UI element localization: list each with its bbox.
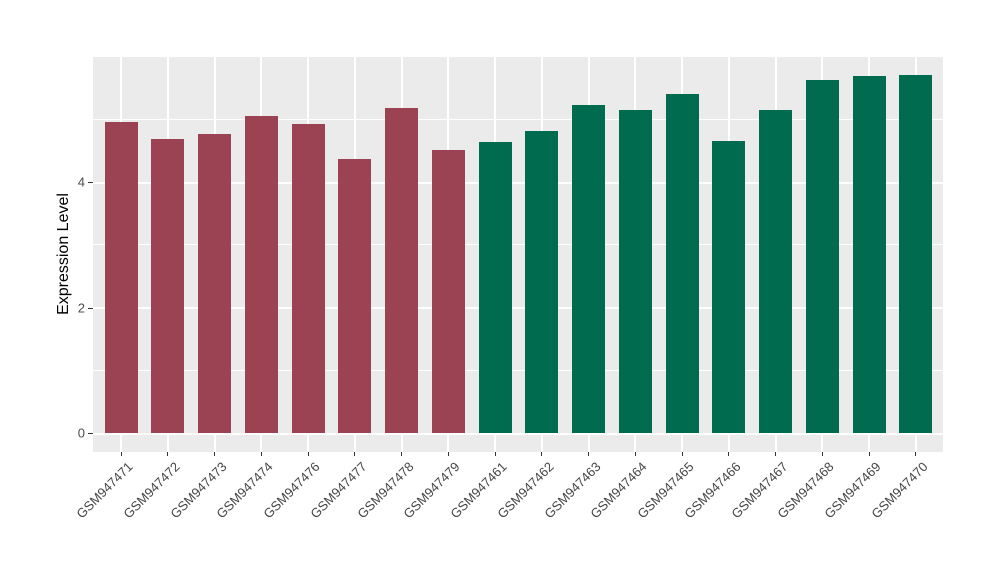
x-tick-mark-GSM947466: [728, 452, 730, 456]
bar-GSM947469: [852, 75, 886, 433]
bar-GSM947472: [151, 138, 185, 433]
y-tick-label-0: 0: [77, 425, 85, 441]
x-tick-mark-GSM947472: [167, 452, 169, 456]
x-tick-mark-GSM947473: [214, 452, 215, 456]
y-tick-mark-0: [88, 433, 93, 434]
gridline-minor-y1: [93, 369, 943, 371]
plot-panel: [93, 57, 943, 452]
bar-GSM947473: [198, 133, 231, 433]
bar-GSM947478: [385, 107, 418, 433]
y-tick-mark-4: [88, 182, 93, 183]
x-tick-mark-GSM947465: [681, 452, 683, 456]
bar-GSM947477: [338, 159, 372, 433]
x-tick-mark-GSM947467: [775, 452, 776, 456]
bar-GSM947463: [572, 105, 605, 433]
bar-GSM947468: [805, 80, 839, 433]
gridline-major-y4: [93, 181, 943, 184]
bar-GSM947461: [478, 141, 512, 433]
x-tick-mark-GSM947470: [915, 452, 917, 456]
x-tick-mark-GSM947477: [354, 452, 356, 456]
gridline-minor-y3: [93, 244, 943, 246]
x-tick-mark-GSM947462: [541, 452, 543, 456]
x-tick-mark-GSM947474: [260, 452, 262, 456]
bar-GSM947465: [665, 94, 699, 433]
x-tick-mark-GSM947479: [447, 452, 449, 456]
gridline-major-y2: [93, 307, 943, 309]
x-tick-mark-GSM947461: [494, 452, 496, 456]
bar-GSM947462: [525, 131, 559, 433]
bar-GSM947479: [431, 149, 465, 433]
x-tick-mark-GSM947469: [868, 452, 870, 456]
x-tick-mark-GSM947463: [588, 452, 589, 456]
x-tick-mark-GSM947471: [120, 452, 122, 456]
y-tick-label-2: 2: [77, 300, 85, 315]
bar-GSM947464: [618, 110, 652, 433]
bar-GSM947476: [291, 123, 325, 433]
bar-GSM947474: [244, 116, 278, 433]
gridline-major-y0: [93, 432, 943, 435]
bar-GSM947466: [712, 141, 746, 433]
y-tick-label-4: 4: [77, 174, 85, 190]
x-tick-mark-GSM947464: [634, 452, 636, 456]
x-tick-mark-GSM947476: [307, 452, 309, 456]
y-axis-title: Expression Level: [55, 193, 72, 315]
bar-GSM947471: [104, 121, 138, 433]
x-tick-mark-GSM947468: [821, 452, 823, 456]
y-tick-mark-2: [88, 307, 93, 309]
gridline-minor-y5: [93, 118, 943, 120]
x-tick-mark-GSM947478: [401, 452, 402, 456]
bar-GSM947470: [899, 74, 933, 433]
bar-GSM947467: [759, 109, 792, 433]
